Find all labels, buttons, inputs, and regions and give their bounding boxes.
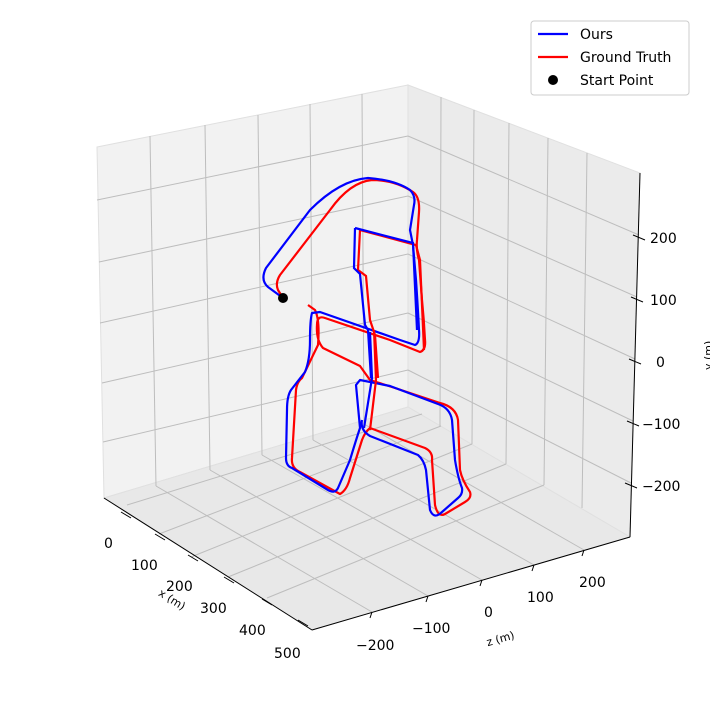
legend: Ours Ground Truth Start Point bbox=[530, 20, 690, 96]
series-start-point-marker bbox=[278, 293, 288, 303]
x-tick-label: 500 bbox=[274, 646, 301, 662]
series-ground-truth-line bbox=[275, 178, 472, 517]
y-tick-label: 100 bbox=[650, 293, 677, 309]
x-tick-label: 100 bbox=[131, 558, 158, 574]
y-axis-label: y (m) bbox=[702, 341, 710, 370]
z-tick-label: −100 bbox=[412, 621, 450, 637]
z-tick-label: 200 bbox=[579, 575, 606, 591]
grid-right-wall bbox=[407, 96, 640, 509]
z-axis-label: z (m) bbox=[485, 629, 516, 649]
y-tick-label: −200 bbox=[642, 479, 680, 495]
grid-left-wall bbox=[96, 93, 409, 487]
grid-floor bbox=[126, 413, 585, 613]
legend-label: Ours bbox=[580, 27, 613, 43]
z-tick-label: 0 bbox=[484, 605, 493, 621]
series-ours-line bbox=[352, 226, 419, 429]
x-tick-label: 0 bbox=[104, 536, 113, 552]
x-tick-label: 300 bbox=[200, 601, 227, 617]
z-tick-marks bbox=[369, 549, 585, 619]
x-tick-label: 400 bbox=[239, 623, 266, 639]
legend-label: Start Point bbox=[580, 73, 654, 89]
x-tick-marks bbox=[120, 511, 309, 627]
z-tick-label: 100 bbox=[527, 590, 554, 606]
y-tick-label: −100 bbox=[642, 417, 680, 433]
y-tick-marks bbox=[624, 234, 646, 489]
y-tick-label: 200 bbox=[650, 231, 677, 247]
legend-label: Ground Truth bbox=[580, 50, 671, 66]
series-ours-line bbox=[262, 176, 464, 517]
legend-swatch-start-point bbox=[548, 75, 558, 85]
legend-box bbox=[530, 20, 690, 96]
x-tick-label: 200 bbox=[166, 579, 193, 595]
z-tick-label: −200 bbox=[356, 638, 394, 654]
y-tick-label: 0 bbox=[656, 355, 665, 371]
axes-lines bbox=[103, 172, 641, 631]
